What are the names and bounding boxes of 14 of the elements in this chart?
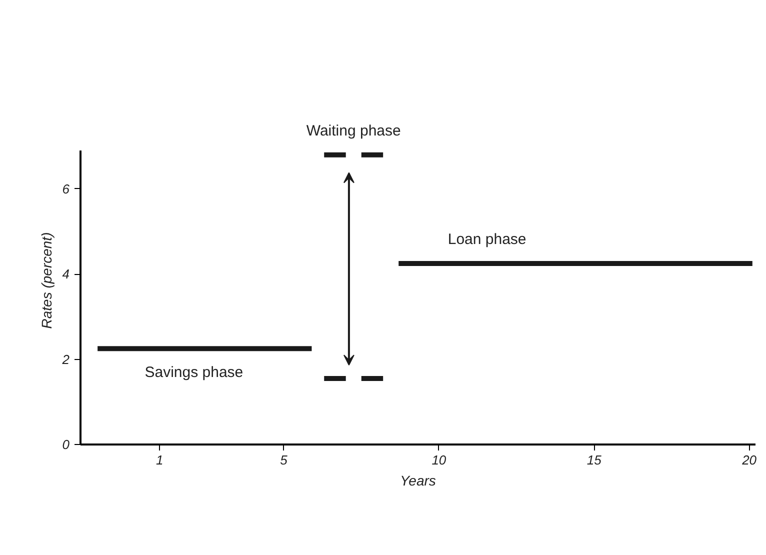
y-tick-label: 2 (61, 352, 70, 367)
y-axis-title: Rates (percent) (38, 232, 54, 329)
y-tick-label: 4 (62, 266, 70, 282)
series-label: Loan phase (448, 230, 526, 248)
x-tick-label: 10 (432, 452, 447, 468)
x-tick-label: 5 (280, 452, 288, 468)
series-label: Savings phase (144, 364, 244, 382)
x-axis-title: Years (400, 472, 436, 488)
y-tick-label: 0 (62, 437, 70, 452)
x-tick-label: 1 (156, 452, 164, 468)
y-tick-label: 6 (62, 181, 70, 196)
x-tick-label: 15 (586, 452, 602, 468)
x-tick-label: 20 (741, 452, 758, 468)
series-label: Waiting phase (306, 122, 401, 140)
